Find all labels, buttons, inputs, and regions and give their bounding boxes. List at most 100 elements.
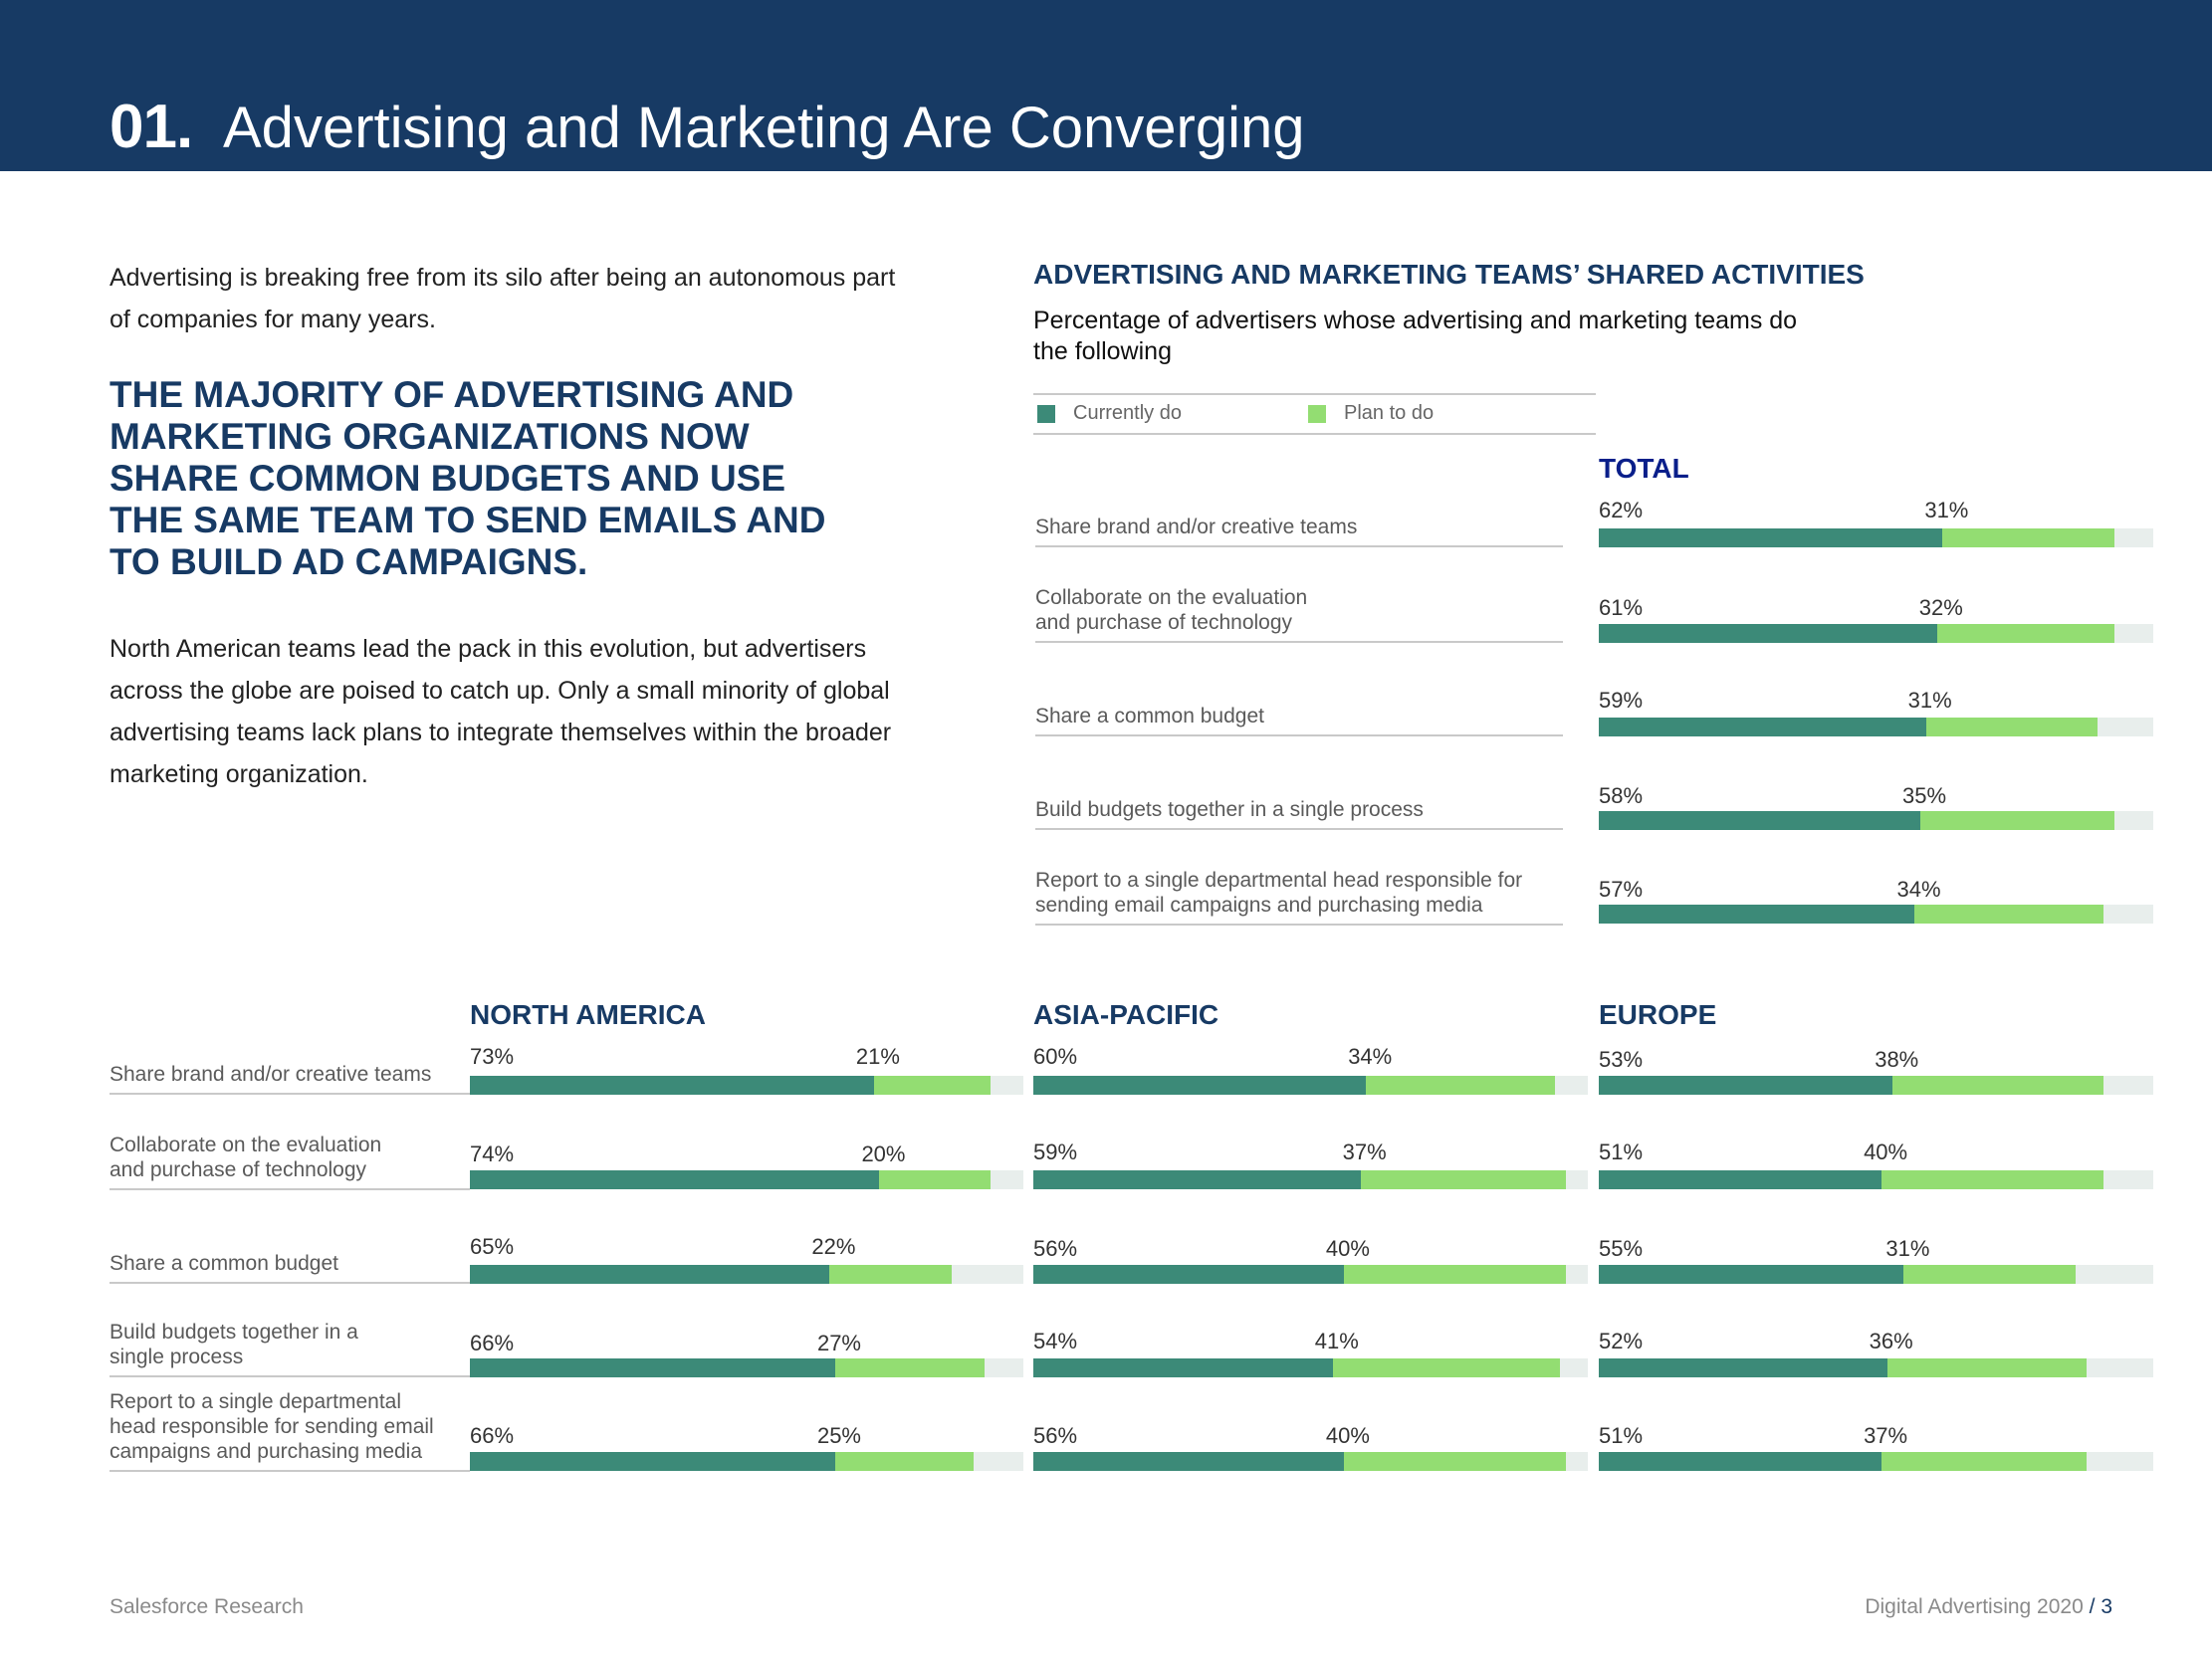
bar-currently-do [1599, 811, 1921, 830]
bar-track [1599, 905, 2153, 924]
value-label-plan-to-do: 41% [1314, 1329, 1359, 1353]
bar-currently-do [1033, 1358, 1333, 1377]
bar-track [470, 1076, 1023, 1095]
bar-currently-do [470, 1358, 835, 1377]
footer-publication: Digital Advertising 2020 [1865, 1595, 2084, 1618]
bar-currently-do [1599, 1452, 1882, 1471]
legend-label-plan: Plan to do [1344, 402, 1435, 424]
bar-plan-to-do [1903, 1265, 2076, 1284]
bar-track [1599, 1170, 2153, 1189]
value-label-currently-do: 54% [1033, 1329, 1078, 1353]
section-number: 01. [110, 93, 193, 161]
row-label: Report to a single departmental head resp… [110, 1382, 470, 1472]
row-label: Share a common budget [1035, 657, 1563, 736]
bar-plan-to-do [1886, 1358, 2088, 1377]
bar-currently-do [1599, 1170, 1882, 1189]
row-label-text: Share a common budget [1035, 705, 1264, 727]
bar-plan-to-do [834, 1452, 974, 1471]
footer-source: Salesforce Research [110, 1595, 304, 1618]
value-label-currently-do: 62% [1599, 498, 1644, 522]
bar-currently-do [470, 1170, 880, 1189]
value-label-currently-do: 56% [1033, 1423, 1078, 1448]
value-label-currently-do: 59% [1599, 688, 1644, 713]
bar-track [1599, 624, 2153, 643]
row-label-text: Share a common budget [110, 1252, 338, 1275]
bar-track [1599, 528, 2153, 547]
bar-plan-to-do [1914, 905, 2103, 924]
value-label-currently-do: 56% [1033, 1236, 1078, 1261]
legend-item-plan: Plan to do [1308, 402, 1434, 425]
bar-currently-do [470, 1076, 874, 1095]
bar-plan-to-do [1881, 1170, 2103, 1189]
chart-title-europe: EUROPE [1599, 999, 1717, 1030]
bar-currently-do [1033, 1076, 1367, 1095]
value-label-currently-do: 51% [1599, 1140, 1644, 1164]
value-label-plan-to-do: 21% [855, 1044, 900, 1069]
bar-track [470, 1358, 1023, 1377]
bar-currently-do [1033, 1265, 1344, 1284]
value-label-plan-to-do: 31% [1885, 1236, 1930, 1261]
bar-currently-do [1599, 1265, 1904, 1284]
row-label: Collaborate on the evaluation and purchas… [110, 1101, 470, 1190]
chart-subtitle: Percentage of advertisers whose advertis… [1033, 307, 1798, 365]
bar-plan-to-do [1881, 1452, 2088, 1471]
value-label-currently-do: 53% [1599, 1047, 1644, 1072]
bar-currently-do [1599, 905, 1915, 924]
bar-plan-to-do [1332, 1358, 1561, 1377]
value-label-currently-do: 60% [1033, 1044, 1078, 1069]
value-label-plan-to-do: 40% [1864, 1140, 1908, 1164]
bar-plan-to-do [1936, 624, 2114, 643]
value-label-currently-do: 58% [1599, 783, 1644, 808]
bar-track [1033, 1452, 1588, 1471]
bar-currently-do [1599, 718, 1926, 736]
value-label-currently-do: 61% [1599, 595, 1644, 620]
value-label-plan-to-do: 32% [1918, 595, 1963, 620]
bar-track [1033, 1170, 1588, 1189]
bar-currently-do [1033, 1170, 1361, 1189]
bar-track [1033, 1265, 1588, 1284]
value-label-plan-to-do: 37% [1342, 1140, 1387, 1164]
body-paragraph: North American teams lead the pack in th… [110, 635, 892, 788]
value-label-plan-to-do: 34% [1896, 877, 1941, 902]
value-label-plan-to-do: 25% [816, 1423, 861, 1448]
value-label-currently-do: 73% [470, 1044, 515, 1069]
bar-plan-to-do [1343, 1452, 1566, 1471]
value-label-plan-to-do: 35% [1902, 783, 1947, 808]
row-label-text: Build budgets together in a single proces… [110, 1321, 358, 1368]
bar-plan-to-do [1360, 1170, 1566, 1189]
bar-track [1599, 1076, 2153, 1095]
legend-swatch-current [1037, 404, 1055, 423]
chart-legend: Currently do Plan to do [1033, 393, 1596, 435]
value-label-plan-to-do: 40% [1325, 1423, 1370, 1448]
bar-currently-do [470, 1265, 830, 1284]
bar-currently-do [1033, 1452, 1344, 1471]
footer-page-info: Digital Advertising 2020 / 3 [1865, 1595, 2112, 1619]
legend-label-current: Currently do [1073, 402, 1182, 424]
value-label-currently-do: 59% [1033, 1140, 1078, 1164]
row-label-text: Share brand and/or creative teams [1035, 516, 1358, 538]
header-banner: 01. Advertising and Marketing Are Conver… [0, 0, 2212, 171]
bar-currently-do [470, 1452, 835, 1471]
bar-plan-to-do [829, 1265, 952, 1284]
value-label-plan-to-do: 22% [811, 1234, 856, 1259]
bar-plan-to-do [879, 1170, 991, 1189]
intro-paragraph: Advertising is breaking free from its si… [110, 264, 896, 333]
bar-track [470, 1170, 1023, 1189]
chart-title-asia-pacific: ASIA-PACIFIC [1033, 999, 1219, 1030]
bar-track [1033, 1358, 1588, 1377]
value-label-currently-do: 52% [1599, 1329, 1644, 1353]
value-label-currently-do: 66% [470, 1331, 515, 1355]
row-label: Build budgets together in a single proce… [1035, 750, 1563, 830]
row-label-text: Collaborate on the evaluation and purchas… [110, 1134, 382, 1181]
bar-track [1599, 1452, 2153, 1471]
value-label-plan-to-do: 31% [1924, 498, 1969, 522]
row-label-text: Collaborate on the evaluation and purchas… [1035, 586, 1308, 634]
legend-swatch-plan [1308, 404, 1326, 423]
page-title: Advertising and Marketing Are Converging [223, 96, 1305, 160]
bar-track [470, 1452, 1023, 1471]
page-number: 3 [2101, 1595, 2112, 1618]
row-label: Share brand and/or creative teams [110, 1005, 470, 1095]
row-label: Collaborate on the evaluation and purchas… [1035, 563, 1563, 643]
row-label: Report to a single departmental head res… [1035, 846, 1563, 926]
value-label-currently-do: 65% [470, 1234, 515, 1259]
